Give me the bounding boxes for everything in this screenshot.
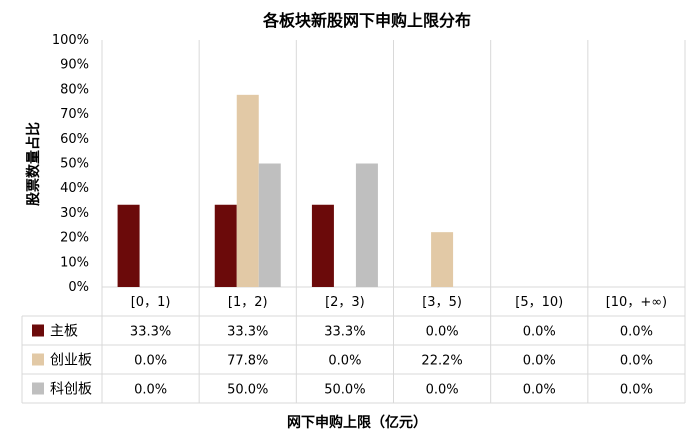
- bar-主板: [117, 204, 140, 287]
- data-label: 0.0%: [134, 354, 167, 369]
- x-tick-label: [0，1): [131, 295, 171, 310]
- data-label: 50.0%: [324, 383, 365, 398]
- data-label: 22.2%: [421, 354, 462, 369]
- bar-主板: [311, 204, 334, 287]
- data-label: 33.3%: [324, 325, 365, 340]
- bar-主板: [214, 204, 237, 287]
- legend-swatch: [32, 353, 44, 366]
- data-label: 0.0%: [523, 354, 556, 369]
- data-label: 0.0%: [426, 383, 459, 398]
- data-label: 50.0%: [227, 383, 268, 398]
- bar-创业板: [236, 94, 259, 287]
- x-tick-label: [3，5): [422, 295, 462, 310]
- data-label: 0.0%: [426, 325, 459, 340]
- y-tick-label: 0%: [68, 280, 89, 295]
- data-label: 33.3%: [130, 325, 171, 340]
- y-tick-label: 70%: [60, 107, 89, 122]
- data-label: 77.8%: [227, 354, 268, 369]
- y-tick-label: 30%: [60, 206, 89, 221]
- data-label: 0.0%: [134, 383, 167, 398]
- y-tick-label: 20%: [60, 231, 89, 246]
- x-tick-label: [10，+∞): [606, 295, 667, 310]
- x-tick-label: [1，2): [228, 295, 268, 310]
- bar-科创板: [355, 163, 378, 287]
- y-tick-label: 10%: [60, 255, 89, 270]
- data-label: 0.0%: [328, 354, 361, 369]
- x-axis-label: 网下申购上限（亿元）: [287, 414, 427, 431]
- y-axis-label: 股票数量占比: [25, 122, 42, 206]
- legend-label: 主板: [50, 324, 78, 340]
- legend-label: 科创板: [50, 382, 92, 398]
- legend-label: 创业板: [50, 353, 92, 369]
- x-tick-label: [2，3): [325, 295, 365, 310]
- y-tick-label: 100%: [52, 33, 89, 48]
- data-label: 33.3%: [227, 325, 268, 340]
- data-label: 0.0%: [523, 383, 556, 398]
- legend-swatch: [32, 382, 44, 395]
- chart-title: 各板块新股网下申购上限分布: [262, 11, 471, 30]
- y-tick-label: 60%: [60, 132, 89, 147]
- y-tick-label: 90%: [60, 58, 89, 73]
- x-tick-label: [5，10): [515, 295, 563, 310]
- data-label: 0.0%: [620, 383, 653, 398]
- y-tick-label: 40%: [60, 181, 89, 196]
- y-tick-label: 80%: [60, 82, 89, 97]
- bar-科创板: [258, 163, 281, 287]
- data-label: 0.0%: [620, 325, 653, 340]
- data-label: 0.0%: [620, 354, 653, 369]
- legend-swatch: [32, 324, 44, 337]
- data-label: 0.0%: [523, 325, 556, 340]
- bar-创业板: [431, 232, 454, 287]
- y-tick-label: 50%: [60, 157, 89, 172]
